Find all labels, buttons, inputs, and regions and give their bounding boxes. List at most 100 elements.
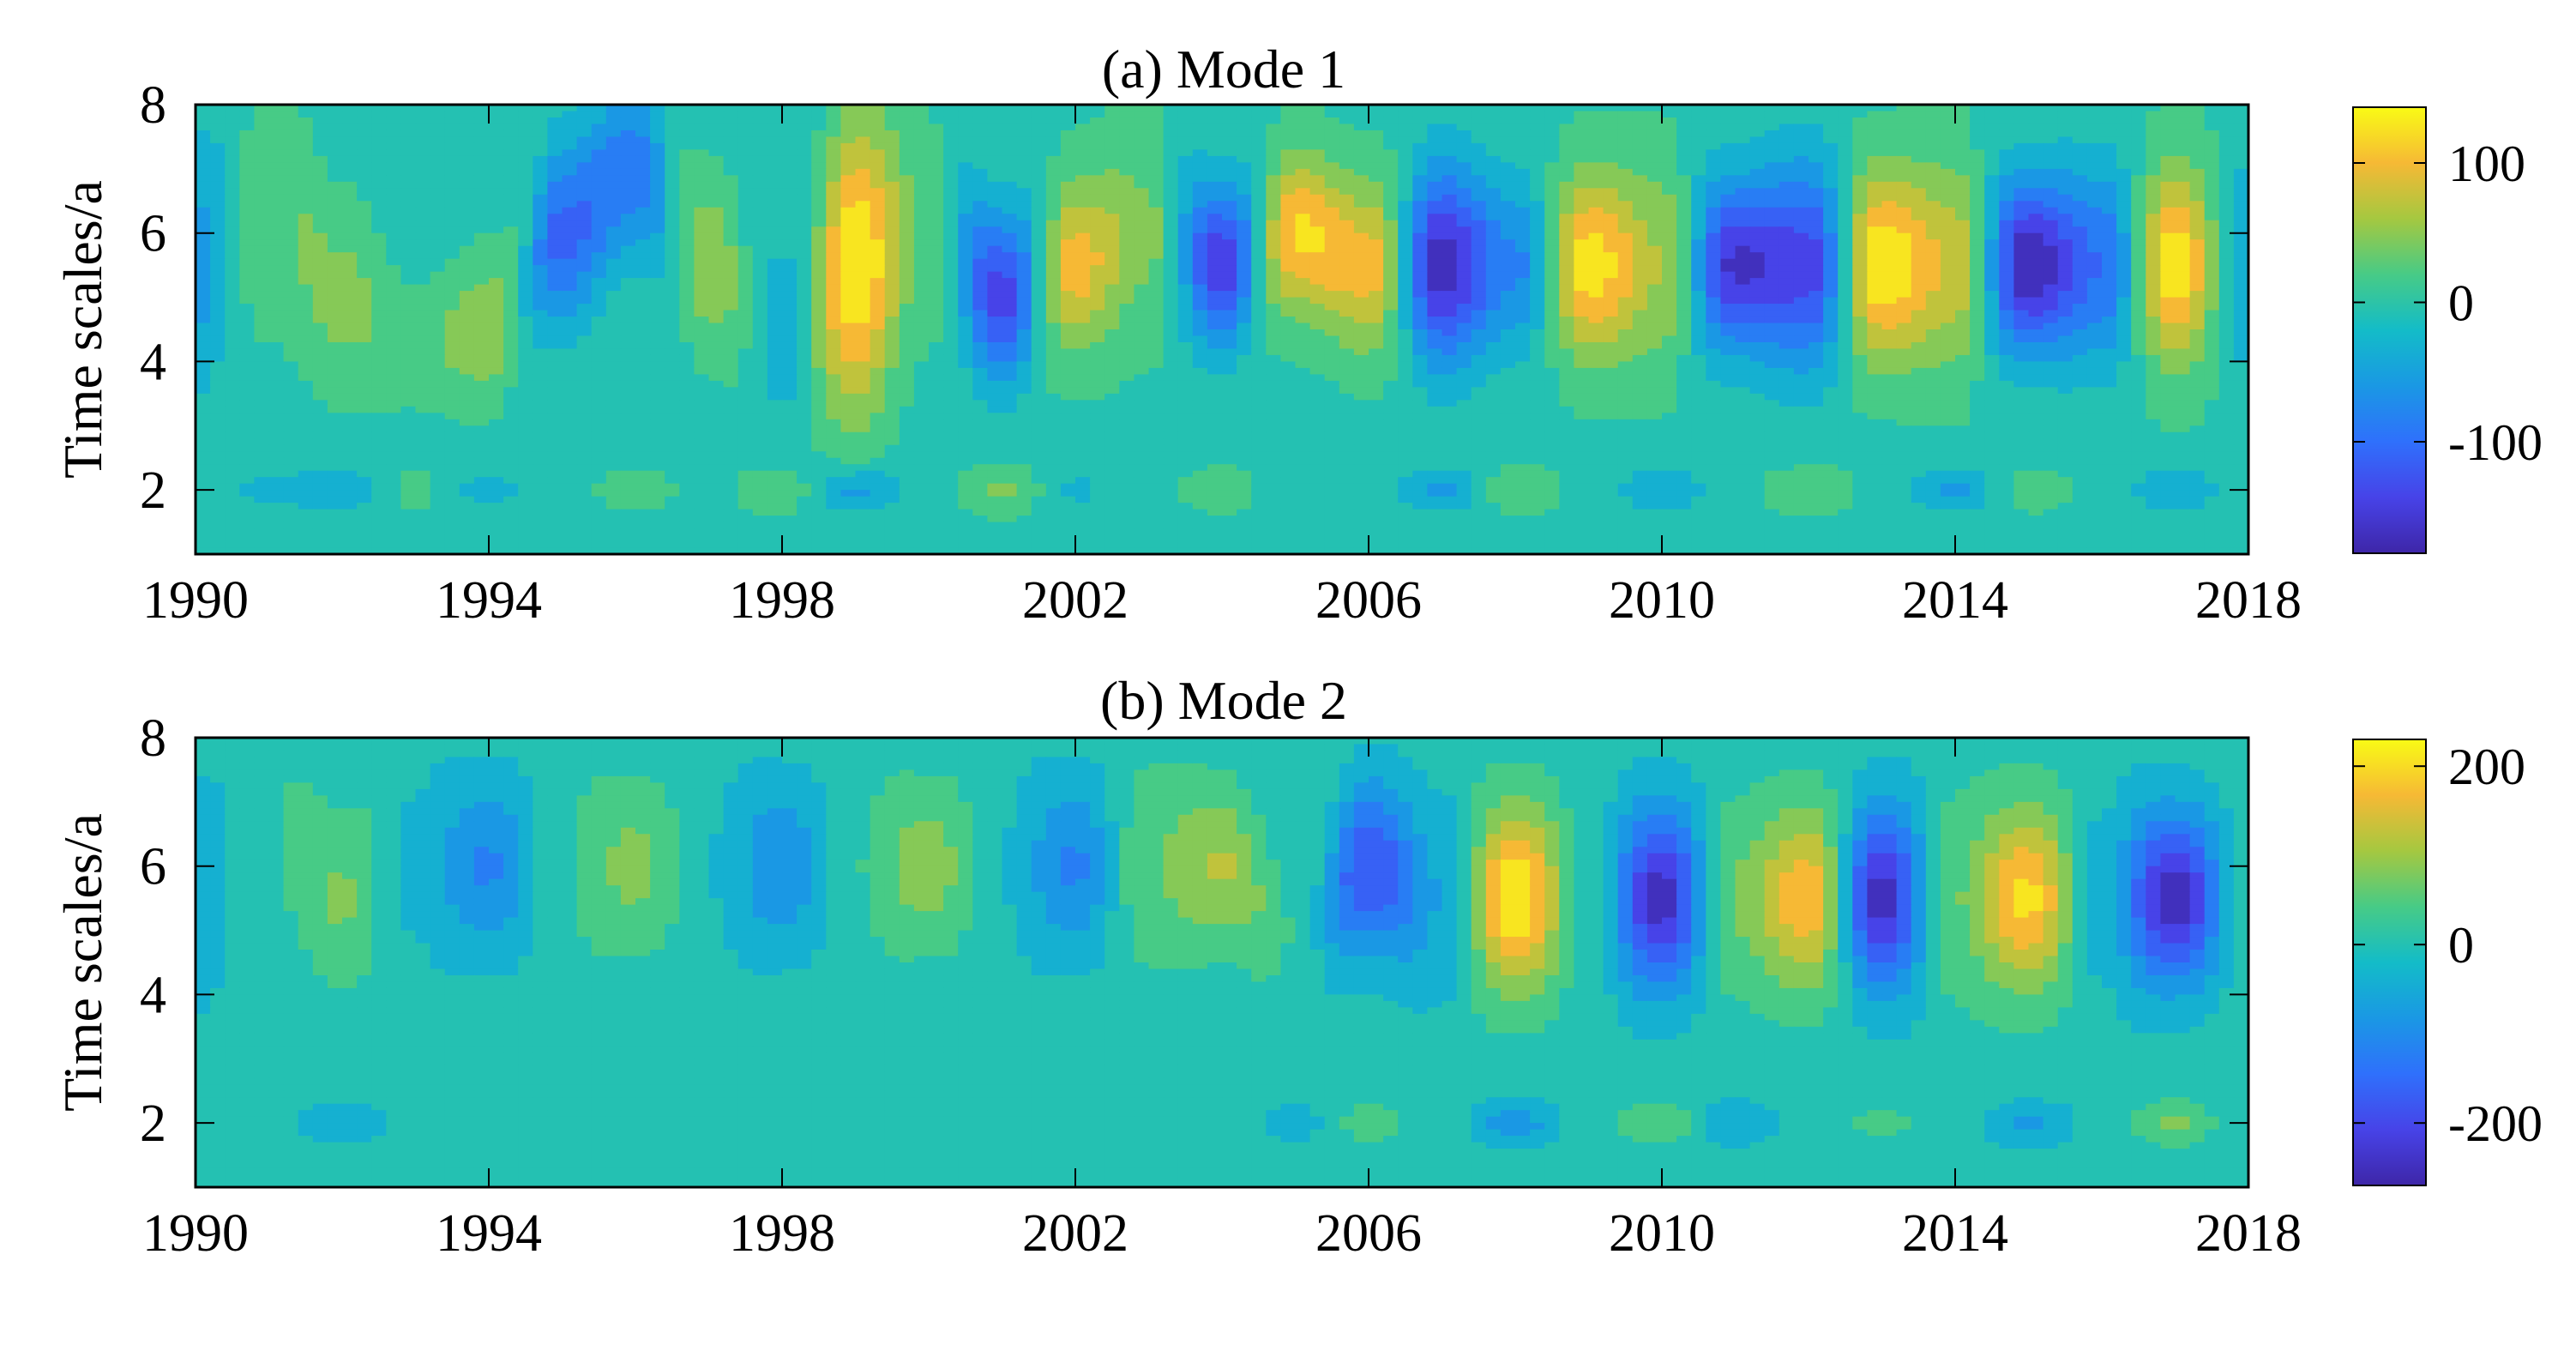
contour-cell bbox=[1353, 105, 1369, 112]
contour-cell bbox=[1544, 162, 1560, 170]
contour-cell bbox=[708, 323, 725, 330]
contour-cell bbox=[1485, 175, 1502, 183]
contour-cell bbox=[1720, 220, 1736, 227]
contour-cell bbox=[1793, 214, 1809, 221]
contour-cell bbox=[518, 278, 533, 286]
contour-cell bbox=[312, 297, 328, 305]
contour-cell bbox=[605, 117, 622, 125]
contour-cell bbox=[1045, 232, 1062, 240]
contour-cell bbox=[752, 310, 768, 317]
contour-cell bbox=[327, 284, 343, 292]
contour-cell bbox=[1237, 245, 1252, 253]
contour-cell bbox=[1720, 278, 1736, 286]
contour-cell bbox=[1031, 258, 1047, 266]
contour-cell bbox=[1222, 136, 1237, 144]
contour-cell bbox=[1691, 310, 1706, 317]
contour-cell bbox=[1309, 149, 1326, 157]
contour-cell bbox=[1940, 252, 1956, 260]
contour-cell bbox=[1427, 278, 1443, 286]
contour-cell bbox=[1691, 207, 1706, 214]
contour-cell bbox=[1002, 291, 1018, 299]
contour-cell bbox=[913, 291, 930, 299]
contour-cell bbox=[913, 149, 930, 157]
contour-cell bbox=[1603, 278, 1619, 286]
contour-cell bbox=[782, 220, 797, 227]
contour-cell bbox=[1574, 136, 1590, 144]
contour-cell bbox=[1207, 136, 1223, 144]
contour-cell bbox=[1002, 142, 1018, 150]
contour-cell bbox=[635, 214, 651, 221]
contour-cell bbox=[767, 162, 783, 170]
contour-cell bbox=[547, 117, 563, 125]
contour-cell bbox=[473, 111, 490, 118]
contour-cell bbox=[2175, 239, 2191, 247]
contour-cell bbox=[415, 201, 431, 208]
contour-cell bbox=[2233, 155, 2248, 163]
contour-cell bbox=[1280, 252, 1297, 260]
contour-cell bbox=[1339, 201, 1355, 208]
contour-cell bbox=[1456, 168, 1472, 176]
contour-cell bbox=[1735, 245, 1751, 253]
contour-cell bbox=[591, 162, 607, 170]
contour-cell bbox=[1809, 220, 1824, 227]
contour-cell bbox=[782, 111, 797, 118]
contour-cell bbox=[972, 232, 988, 240]
contour-cell bbox=[591, 323, 607, 330]
contour-cell bbox=[268, 111, 285, 118]
contour-cell bbox=[342, 258, 358, 266]
contour-cell bbox=[708, 168, 725, 176]
contour-cell bbox=[2175, 220, 2191, 227]
contour-cell bbox=[1192, 271, 1208, 279]
contour-cell bbox=[2057, 188, 2073, 196]
contour-cell bbox=[1339, 329, 1355, 337]
contour-cell bbox=[694, 142, 710, 150]
contour-cell bbox=[2131, 207, 2146, 214]
contour-cell bbox=[298, 194, 314, 202]
contour-cell bbox=[840, 214, 857, 221]
contour-cell bbox=[1676, 239, 1692, 247]
contour-cell bbox=[620, 194, 636, 202]
contour-cell bbox=[929, 214, 944, 221]
contour-cell bbox=[1207, 258, 1223, 266]
contour-cell bbox=[2028, 317, 2044, 324]
contour-cell bbox=[239, 149, 255, 157]
contour-cell bbox=[855, 117, 871, 125]
contour-cell bbox=[1764, 130, 1780, 138]
contour-cell bbox=[1339, 226, 1355, 234]
contour-cell bbox=[1353, 323, 1369, 330]
contour-cell bbox=[1911, 194, 1927, 202]
contour-cell bbox=[1295, 245, 1311, 253]
contour-cell bbox=[1530, 142, 1545, 150]
contour-cell bbox=[811, 271, 827, 279]
contour-cell bbox=[1163, 142, 1179, 150]
contour-cell bbox=[1104, 310, 1120, 317]
contour-cell bbox=[2233, 304, 2248, 311]
contour-cell bbox=[2146, 111, 2161, 118]
contour-cell bbox=[225, 252, 240, 260]
contour-cell bbox=[884, 214, 900, 221]
contour-cell bbox=[1309, 245, 1326, 253]
contour-cell bbox=[1163, 245, 1179, 253]
contour-cell bbox=[342, 304, 358, 311]
contour-cell bbox=[1002, 117, 1018, 125]
contour-cell bbox=[913, 278, 930, 286]
contour-cell bbox=[1940, 239, 1956, 247]
contour-cell bbox=[767, 284, 783, 292]
contour-cell bbox=[1090, 317, 1105, 324]
contour-cell bbox=[782, 226, 797, 234]
contour-cell bbox=[782, 136, 797, 144]
contour-cell bbox=[2028, 226, 2044, 234]
contour-cell bbox=[489, 239, 504, 247]
contour-cell bbox=[312, 265, 328, 273]
contour-cell bbox=[225, 317, 240, 324]
contour-cell bbox=[1809, 323, 1824, 330]
contour-cell bbox=[1955, 142, 1971, 150]
contour-cell bbox=[1749, 188, 1766, 196]
contour-cell bbox=[268, 194, 285, 202]
contour-cell bbox=[899, 252, 915, 260]
contour-cell bbox=[2146, 239, 2161, 247]
contour-cell bbox=[2189, 252, 2206, 260]
contour-cell bbox=[1809, 226, 1824, 234]
contour-cell bbox=[1588, 278, 1604, 286]
contour-cell bbox=[1280, 220, 1297, 227]
